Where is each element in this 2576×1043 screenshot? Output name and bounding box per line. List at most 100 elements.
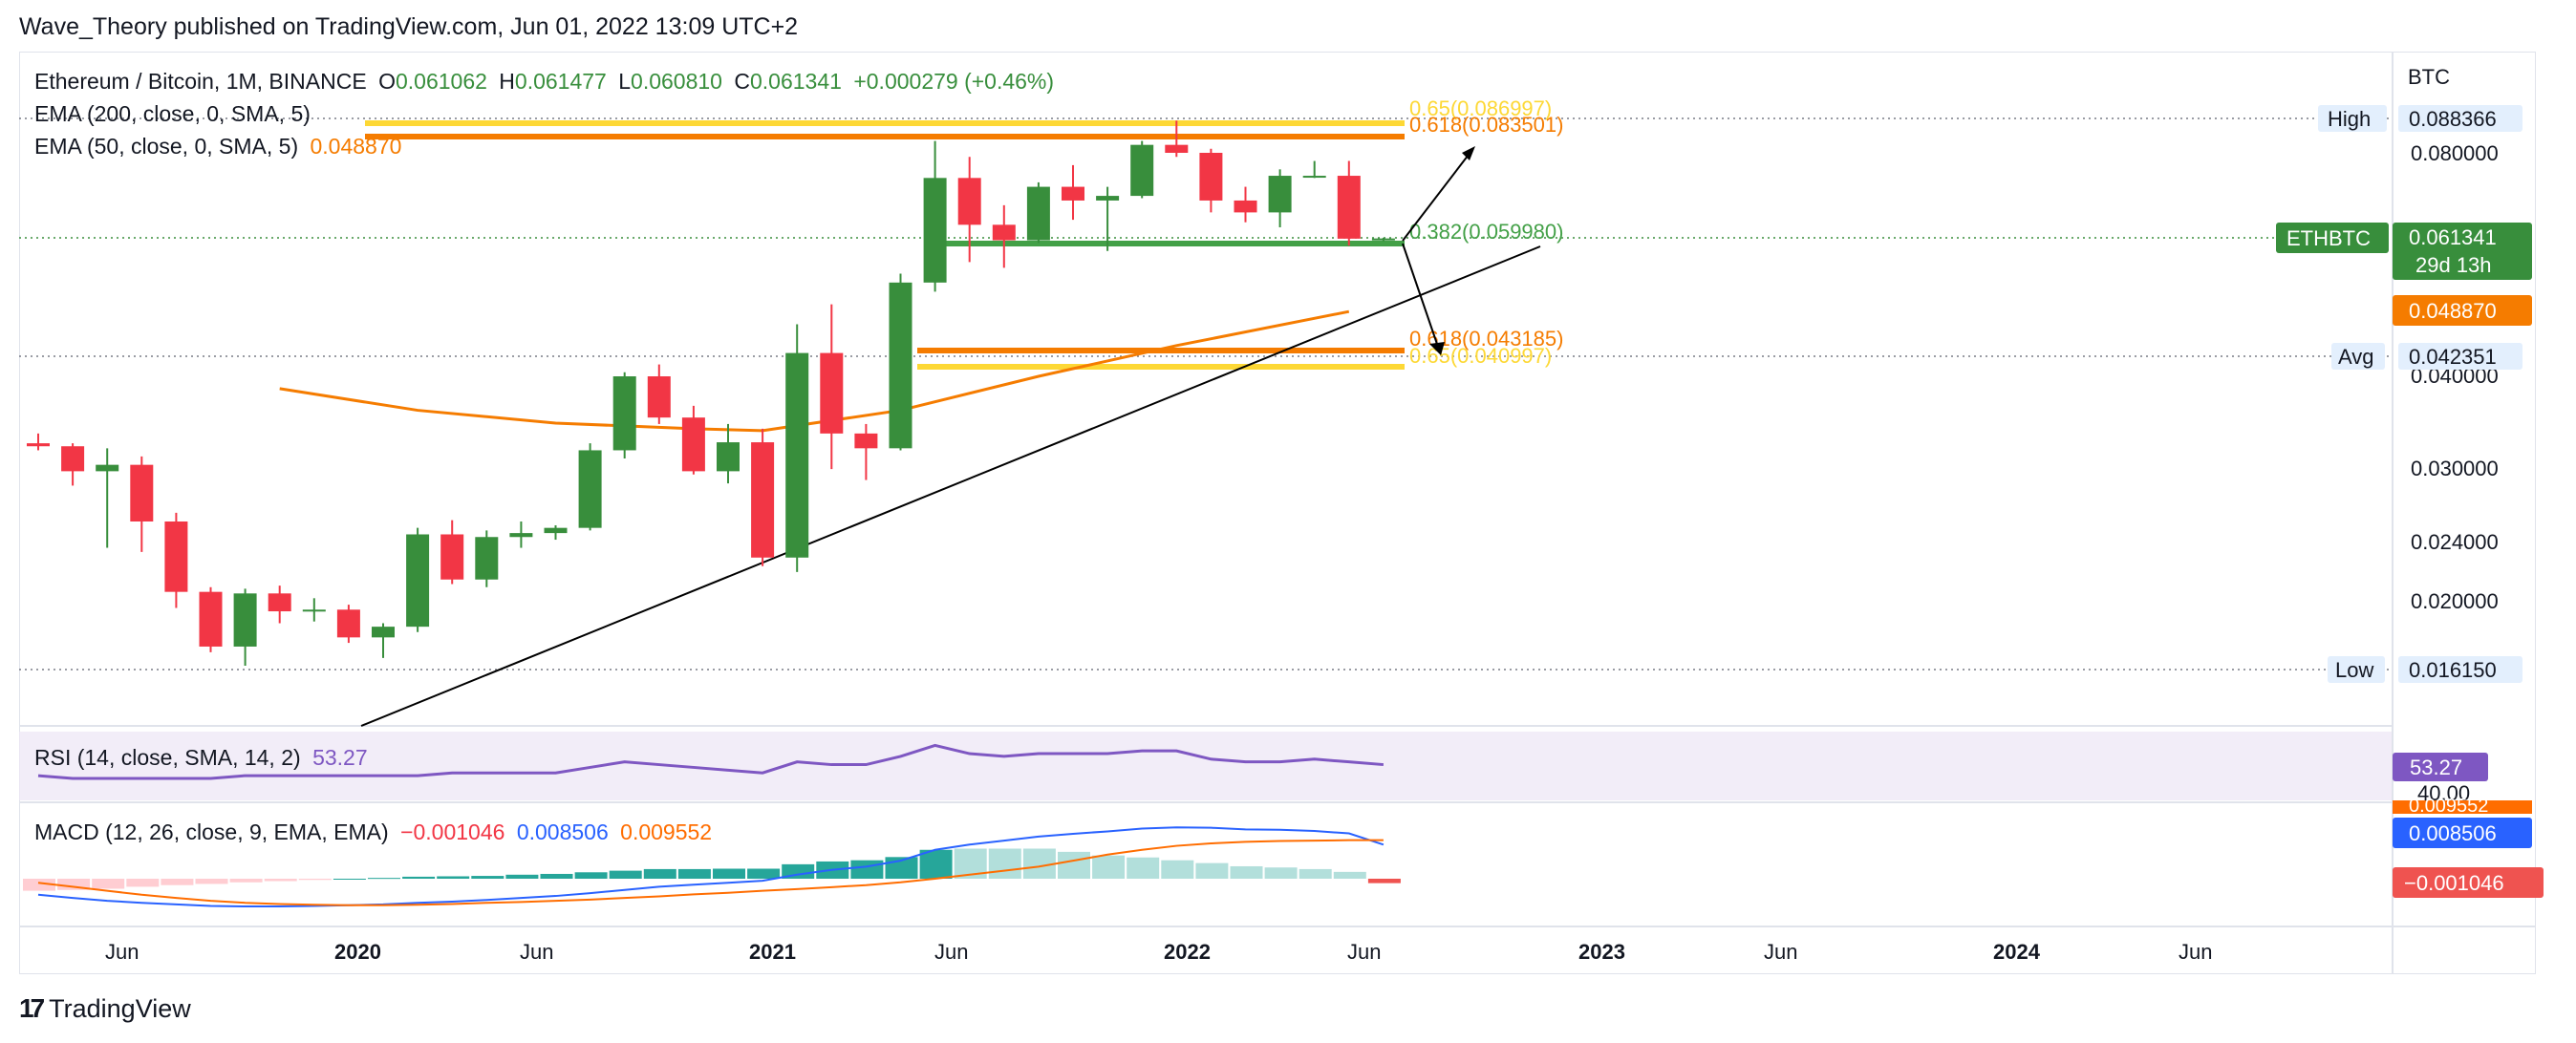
chart-frame — [19, 52, 2536, 974]
symbol-tag: ETHBTC — [2286, 226, 2371, 250]
macd-histogram-bar — [57, 879, 91, 890]
avg-value-bg — [2398, 343, 2522, 370]
candle-body — [475, 537, 499, 580]
ema200-legend[interactable]: EMA (200, close, 0, SMA, 5) — [34, 101, 311, 126]
ema50-line — [279, 309, 1350, 433]
ema50-line-layer — [279, 309, 1350, 433]
time-label-6: Jun — [1347, 940, 1381, 964]
fib-065-bot-label: 0.65(0.040997) — [1409, 344, 1552, 368]
time-label-10: Jun — [2179, 940, 2212, 964]
low-value-bg — [2398, 656, 2522, 683]
candle-body — [1026, 186, 1050, 241]
candle-body — [96, 464, 119, 472]
macd-histogram-bar — [1299, 868, 1332, 879]
macd-histogram-bar — [1195, 862, 1229, 879]
macd-signal-line — [37, 839, 1384, 906]
candle-body — [751, 442, 775, 558]
macd-histogram-bar — [23, 879, 55, 891]
high-value-bg — [2398, 105, 2522, 132]
candle-body — [1199, 153, 1223, 201]
candle-body — [164, 521, 188, 592]
macd-histogram-bar — [126, 879, 160, 887]
macd-histogram-bar — [1058, 851, 1090, 879]
macd-line — [37, 826, 1385, 907]
candle-body — [61, 446, 85, 472]
ema50-legend[interactable]: EMA (50, close, 0, SMA, 5) 0.048870 — [34, 134, 402, 159]
price-tick-0030: 0.030000 — [2411, 457, 2499, 480]
rsi-layer — [37, 743, 1385, 780]
low-tag-bg — [2328, 656, 2385, 683]
rsi-value-bg — [2393, 753, 2488, 781]
candle-body — [1371, 238, 1395, 241]
price-axis-unit: BTC — [2408, 65, 2450, 89]
macd-value-bg — [2393, 818, 2532, 848]
down-arrow-path — [1402, 243, 1440, 351]
candle-body — [612, 376, 636, 451]
price-tick-0080: 0.080000 — [2411, 141, 2499, 165]
avg-tag-bg — [2331, 343, 2385, 370]
time-label-7: 2023 — [1578, 940, 1625, 964]
candle-body — [1302, 176, 1326, 179]
candle-body — [199, 591, 223, 647]
candle-body — [923, 178, 947, 283]
time-label-2: Jun — [520, 940, 553, 964]
macd-signal-tag: 0.009552 — [2409, 796, 2488, 817]
fib-065-top-label: 0.65(0.086997) — [1409, 96, 1552, 120]
tradingview-brand: TradingView — [49, 993, 191, 1023]
macd-legend[interactable]: MACD (12, 26, close, 9, EMA, EMA) −0.001… — [34, 820, 713, 844]
high-tag-label: High — [2328, 107, 2371, 131]
macd-histogram-bar — [1367, 879, 1401, 883]
candle-body — [1337, 176, 1361, 239]
macd-histogram-bar — [402, 876, 436, 879]
open-value: 0.061062 — [395, 69, 487, 94]
macd-histogram-bar — [574, 872, 608, 879]
tradingview-footer[interactable]: 17 TradingView — [19, 993, 191, 1024]
time-label-9: 2024 — [1993, 940, 2041, 964]
macd-histogram-bar — [1333, 871, 1366, 879]
candle-body — [889, 282, 912, 449]
macd-histogram-bar — [229, 879, 263, 883]
symbol-title[interactable]: Ethereum / Bitcoin, 1M, BINANCE — [34, 69, 367, 94]
macd-histogram-bar — [540, 873, 573, 879]
candle-body — [336, 609, 360, 638]
macd-histogram-bar — [1127, 857, 1160, 879]
macd-histogram-bar — [1264, 867, 1298, 879]
macd-histogram-bar — [713, 868, 745, 879]
candle-body — [1234, 200, 1257, 213]
macd-legend-hist: −0.001046 — [400, 820, 505, 844]
candle-body — [302, 609, 326, 612]
rsi-legend[interactable]: RSI (14, close, SMA, 14, 2) 53.27 — [34, 745, 368, 770]
macd-hist-tag: −0.001046 — [2404, 871, 2504, 895]
tradingview-logo-icon: 17 — [19, 993, 45, 1023]
candle-body — [820, 352, 844, 434]
macd-histogram-bar — [195, 879, 228, 884]
close-value: 0.061341 — [750, 69, 842, 94]
low-tag-label: Low — [2335, 658, 2373, 682]
last-price-value: 0.061341 — [2409, 225, 2497, 249]
candle-body — [1165, 144, 1189, 153]
macd-value-tag: 0.008506 — [2409, 821, 2497, 845]
avg-value: 0.042351 — [2409, 345, 2497, 369]
ema50-legend-value: 0.048870 — [310, 134, 402, 159]
candle-body — [509, 533, 533, 538]
candle-body — [717, 442, 740, 472]
high-tag-bg — [2318, 105, 2387, 132]
macd-histogram-bar — [298, 879, 332, 881]
candle-body — [406, 534, 430, 628]
rsi-legend-value: 53.27 — [312, 745, 368, 770]
macd-histogram-bar — [1230, 865, 1263, 879]
macd-histogram-bar — [850, 860, 884, 879]
candle-body — [578, 450, 602, 528]
last-price-bg — [2393, 223, 2532, 280]
change-value: +0.000279 (+0.46%) — [853, 69, 1055, 94]
avg-tag-label: Avg — [2338, 345, 2374, 369]
macd-histogram-bar — [333, 879, 366, 880]
candle-body — [27, 443, 50, 447]
ema-tag-value: 0.048870 — [2409, 299, 2497, 323]
price-tick-0020: 0.020000 — [2411, 589, 2499, 613]
down-arrow-head — [1429, 342, 1445, 355]
candle-body — [1268, 176, 1292, 213]
macd-hist-bg — [2393, 867, 2544, 898]
candle-body — [681, 417, 705, 472]
